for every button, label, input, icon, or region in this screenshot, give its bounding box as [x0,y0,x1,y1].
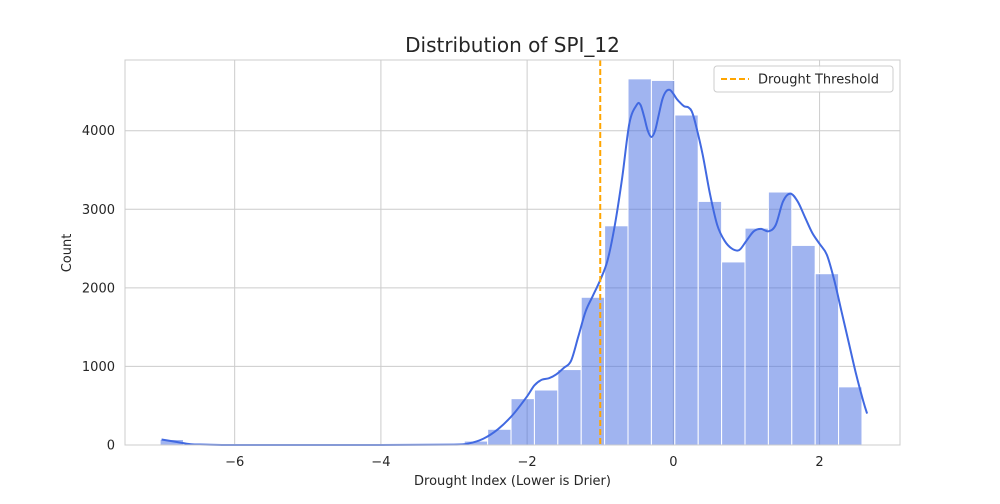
y-tick-label: 4000 [82,124,115,139]
histogram-bar [487,428,512,446]
histogram-bar [557,369,582,446]
x-axis-label: Drought Index (Lower is Drier) [414,474,611,489]
y-axis-ticks: 0 1000 2000 3000 4000 [82,124,115,453]
histogram-bar [838,386,863,446]
legend-threshold-label: Drought Threshold [758,73,879,88]
histogram-bar [510,398,535,446]
x-tick-label: −2 [518,455,537,470]
histogram-bar [650,79,676,446]
legend: Drought Threshold [713,65,894,93]
y-tick-label: 3000 [82,203,115,218]
x-tick-label: −4 [371,455,390,470]
histogram-bar [814,273,840,446]
histogram-bar [533,389,559,446]
y-tick-label: 1000 [82,360,115,375]
kde-curve [161,88,869,447]
x-tick-label: −6 [225,455,244,470]
kde-layer [161,88,869,447]
histogram-bar [674,114,699,446]
histogram-bar [744,227,769,446]
histogram-bar [697,200,723,446]
chart-title: Distribution of SPI_12 [405,33,620,57]
histogram-bar [721,261,746,446]
y-axis-label: Count [60,234,75,273]
legend-box [713,65,894,93]
x-axis-ticks: −6 −4 −2 0 2 [225,455,824,470]
histogram-bar [791,244,816,446]
y-tick-label: 2000 [82,281,115,296]
plot-frame [124,59,901,446]
x-tick-label: 2 [815,455,823,470]
x-tick-label: 0 [669,455,677,470]
histogram-bars [159,78,863,446]
y-tick-label: 0 [107,439,115,454]
